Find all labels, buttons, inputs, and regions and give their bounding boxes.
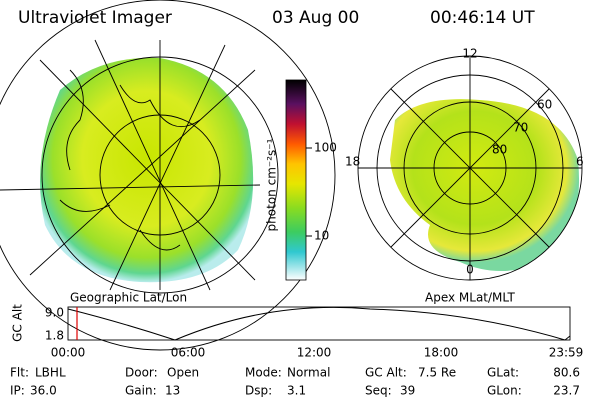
status-value: 80.6 [553, 366, 580, 380]
altitude-axis-label: GC Alt [11, 304, 25, 342]
status-label: Gain: [125, 384, 157, 398]
colorbar-tick: 100 [314, 141, 337, 155]
status-label: GLon: [487, 384, 522, 398]
status-label: Mode: [245, 366, 282, 380]
time-tick: 00:00 [51, 346, 86, 360]
colorbar-label: photon cm⁻²s⁻¹ [265, 138, 279, 231]
time: 00:46:14 UT [430, 8, 535, 28]
colorbar-tick: 10 [314, 229, 329, 243]
mlat-label: 70 [513, 121, 528, 135]
status-label: GC Alt: [365, 366, 407, 380]
altitude-plot: GC Alt 9.0 1.8 00:00 06:00 12:00 18:00 2… [11, 304, 584, 360]
status-value: LBHL [35, 366, 66, 380]
date: 03 Aug 00 [272, 8, 359, 28]
status-value: 36.0 [30, 384, 57, 398]
geographic-image: Geographic Lat/Lon [0, 0, 336, 351]
polar-image: 12 18 6 0 60 70 80 Apex MLat/MLT [345, 47, 584, 305]
colorbar: 100 10 photon cm⁻²s⁻¹ [265, 79, 337, 281]
status-label: IP: [10, 384, 25, 398]
altitude-tick: 1.8 [45, 329, 64, 343]
status-value: 23.7 [553, 384, 580, 398]
right-label: Apex MLat/MLT [425, 291, 515, 305]
time-tick: 23:59 [549, 346, 584, 360]
status-value: 13 [165, 384, 180, 398]
status-label: Flt: [10, 366, 29, 380]
status-value: 7.5 Re [418, 366, 456, 380]
mlt-label: 18 [345, 155, 360, 169]
status-label: Seq: [365, 384, 392, 398]
title: Ultraviolet Imager [18, 8, 172, 28]
altitude-tick: 9.0 [45, 306, 64, 320]
time-tick: 12:00 [297, 346, 332, 360]
mlat-label: 60 [537, 98, 552, 112]
status-value: 3.1 [287, 384, 306, 398]
status-label: Dsp: [245, 384, 272, 398]
mlat-label: 80 [492, 143, 507, 157]
left-label: Geographic Lat/Lon [70, 291, 187, 305]
status-label: GLat: [487, 366, 519, 380]
mlt-label: 0 [466, 263, 474, 277]
status-value: 39 [400, 384, 415, 398]
mlt-label: 6 [576, 155, 584, 169]
status-panel: Flt: LBHL Door: Open Mode: Normal GC Alt: 7.5 R… [10, 366, 580, 398]
status-value: Normal [287, 366, 330, 380]
status-value: Open [167, 366, 199, 380]
time-tick: 06:00 [171, 346, 206, 360]
status-label: Door: [125, 366, 158, 380]
mlt-label: 12 [462, 47, 477, 61]
time-tick: 18:00 [424, 346, 459, 360]
